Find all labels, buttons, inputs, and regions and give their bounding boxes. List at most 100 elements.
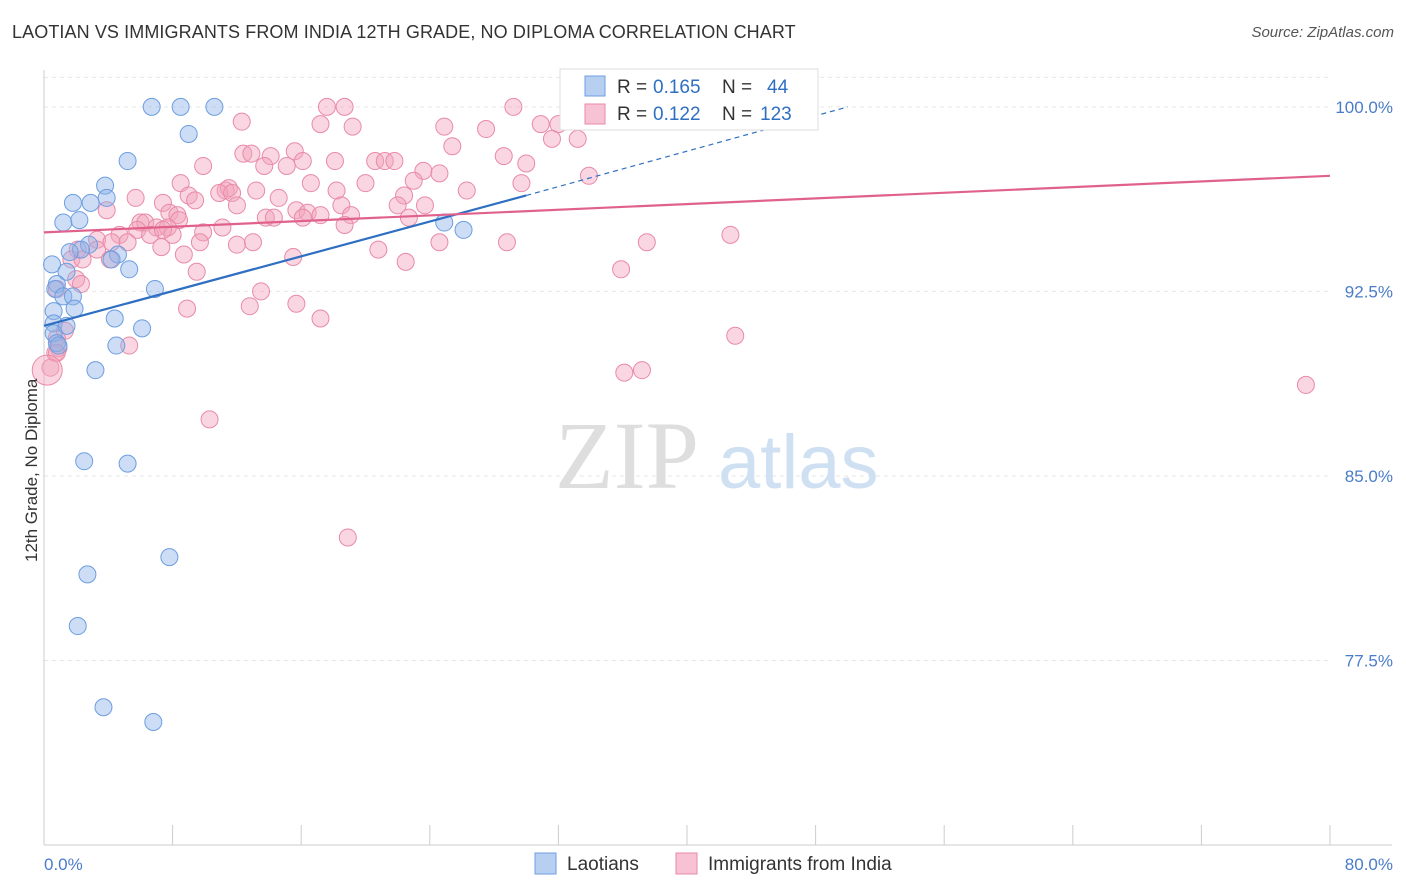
laotians-point (54, 213, 73, 232)
india-point (152, 238, 171, 257)
india-point (301, 174, 320, 193)
legend-n-label: N = (722, 77, 752, 98)
india-point (568, 129, 587, 148)
india-point (396, 252, 415, 271)
stats-legend: R = 0.165 N = 44 R = 0.122 N = 123 (559, 68, 819, 131)
india-point (311, 115, 330, 134)
series-india-points (31, 97, 1315, 547)
laotians-point (171, 97, 190, 116)
india-point (194, 156, 213, 175)
india-point (227, 235, 246, 254)
india-point (494, 147, 513, 166)
laotians-point (71, 240, 90, 259)
india-point (721, 225, 740, 244)
y-tick-label: 100.0% (1335, 98, 1393, 117)
india-point (477, 120, 496, 139)
india-point (404, 171, 423, 190)
india-point (579, 166, 598, 185)
india-point (287, 294, 306, 313)
india-point (375, 152, 394, 171)
india-point (325, 152, 344, 171)
laotians-point (107, 336, 126, 355)
series-laotians-points (43, 97, 473, 731)
india-point (332, 196, 351, 215)
watermark-atlas: atlas (718, 420, 879, 505)
legend-swatch-laotians (584, 75, 606, 97)
x-tick-label: 0.0% (44, 855, 83, 874)
bottom-legend-laotians: Laotians (567, 854, 639, 875)
india-point (153, 193, 172, 212)
india-point (213, 218, 232, 237)
legend-n-india: 123 (760, 104, 792, 125)
india-point (457, 181, 476, 200)
laotians-point (68, 617, 87, 636)
india-point (186, 191, 205, 210)
india-point (335, 216, 354, 234)
india-point (385, 152, 404, 171)
laotians-point (44, 302, 63, 321)
india-point (67, 270, 86, 289)
india-point (247, 181, 266, 200)
india-point (338, 528, 357, 547)
india-point (293, 208, 312, 227)
laotians-point (70, 211, 89, 230)
india-point (277, 156, 296, 175)
laotians-point (97, 188, 116, 207)
india-point (356, 174, 375, 193)
india-point (317, 97, 336, 116)
india-point (311, 309, 330, 328)
india-point (517, 154, 536, 173)
laotians-point (105, 309, 124, 328)
india-point (252, 282, 271, 301)
y-tick-labels: 77.5% 85.0% 92.5% 100.0% (1335, 98, 1393, 671)
india-point (242, 144, 261, 163)
india-point (187, 262, 206, 281)
india-point (430, 164, 449, 183)
laotians-point (43, 255, 62, 274)
india-point (261, 147, 280, 166)
india-point (194, 223, 213, 242)
legend-n-label: N = (722, 104, 752, 125)
series-legend: Laotians Immigrants from India (534, 852, 892, 875)
india-point (612, 260, 631, 279)
laotians-point (78, 565, 97, 584)
x-tick-label: 80.0% (1345, 855, 1393, 874)
laotians-point (63, 193, 82, 212)
laotians-point (118, 152, 137, 171)
laotians-point (81, 193, 100, 212)
legend-r-laotians: 0.165 (653, 77, 701, 98)
laotians-point (65, 299, 84, 318)
india-point (210, 184, 229, 203)
watermark: ZIP atlas (555, 402, 879, 509)
bottom-legend-india: Immigrants from India (708, 854, 892, 875)
india-point (232, 112, 251, 131)
india-point (504, 97, 523, 116)
laotians-point (120, 260, 139, 279)
india-point (415, 196, 434, 215)
bottom-legend-swatch-laotians (534, 852, 557, 875)
india-point (1296, 375, 1315, 394)
india-point (174, 245, 193, 264)
india-point (255, 156, 274, 175)
india-point (31, 354, 63, 386)
legend-r-india: 0.122 (653, 104, 701, 125)
india-point (388, 196, 407, 215)
y-axis-label: 12th Grade, No Diploma (22, 378, 41, 562)
laotians-point (57, 262, 76, 281)
y-tick-label: 92.5% (1345, 282, 1393, 301)
laotians-point (145, 279, 164, 298)
india-point (369, 240, 388, 259)
chart-title: LAOTIAN VS IMMIGRANTS FROM INDIA 12TH GR… (12, 22, 796, 42)
india-point (269, 188, 288, 207)
x-tick-labels: 0.0% 80.0% (44, 855, 1393, 874)
india-point (414, 161, 433, 180)
laotians-point (205, 97, 224, 116)
india-point (726, 326, 745, 345)
india-point (632, 361, 651, 380)
india-point (293, 152, 312, 171)
laotians-point (94, 698, 113, 717)
source-label: Source: ZipAtlas.com (1251, 24, 1394, 41)
laotians-point (75, 452, 94, 471)
laotians-point (60, 243, 79, 262)
india-point (512, 174, 531, 193)
